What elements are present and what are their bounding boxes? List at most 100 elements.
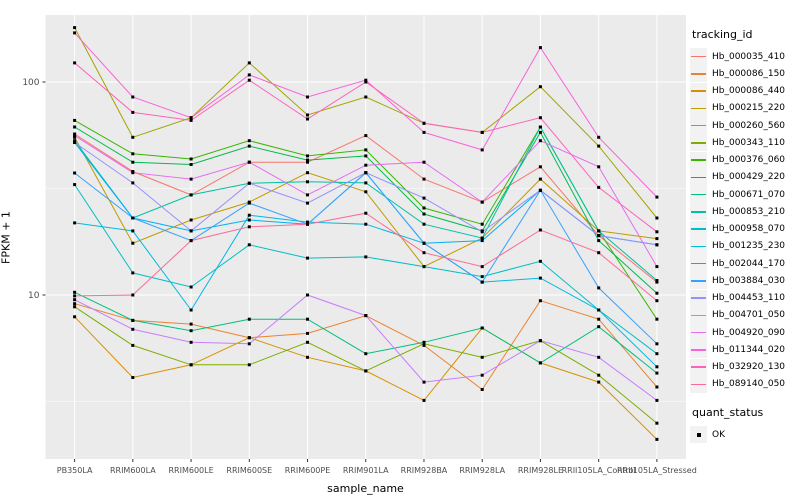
legend-item-Hb_000958_070: Hb_000958_070 bbox=[690, 220, 800, 238]
legend-item-label: Hb_000671_070 bbox=[712, 189, 786, 200]
legend-key-line bbox=[690, 306, 707, 324]
line-swatch-icon bbox=[691, 142, 706, 144]
legend-title-quant-status: quant_status bbox=[692, 406, 764, 419]
legend-item-Hb_089140_050: Hb_089140_050 bbox=[690, 375, 800, 393]
legend-item-Hb_003884_030: Hb_003884_030 bbox=[690, 272, 800, 290]
line-swatch-icon bbox=[691, 124, 706, 127]
legend-key-line bbox=[690, 134, 707, 152]
legend-item-Hb_000853_210: Hb_000853_210 bbox=[690, 203, 800, 221]
legend-item-label: Hb_000853_210 bbox=[712, 206, 786, 217]
legend-item-Hb_011344_020: Hb_011344_020 bbox=[690, 341, 800, 359]
legend-item-label: Hb_001235_230 bbox=[712, 241, 786, 252]
line-swatch-icon bbox=[691, 55, 706, 58]
legend-key-line bbox=[690, 358, 707, 376]
legend-item-label: Hb_000086_440 bbox=[712, 86, 786, 97]
legend-item-Hb_000086_440: Hb_000086_440 bbox=[690, 82, 800, 100]
axis-ticks bbox=[42, 81, 658, 462]
legend-item-label: Hb_011344_020 bbox=[712, 344, 786, 355]
line-swatch-icon bbox=[691, 245, 706, 248]
legend-item-ok: OK bbox=[690, 426, 800, 444]
legend-title-tracking-id: tracking_id bbox=[692, 28, 753, 41]
legend-item-label: Hb_000215_220 bbox=[712, 103, 786, 114]
line-swatch-icon bbox=[691, 228, 706, 230]
legend-key-line bbox=[690, 203, 707, 221]
svg-text:RRIM928BA: RRIM928BA bbox=[401, 466, 448, 475]
legend-item-label: OK bbox=[712, 429, 725, 440]
svg-text:RRII105LA_Control: RRII105LA_Control bbox=[562, 466, 636, 475]
svg-text:PB350LA: PB350LA bbox=[57, 466, 93, 475]
svg-text:RRIM600LA: RRIM600LA bbox=[110, 466, 156, 475]
legend-key-line bbox=[690, 82, 707, 100]
legend-item-Hb_000376_060: Hb_000376_060 bbox=[690, 151, 800, 169]
legend-item-label: Hb_000086_150 bbox=[712, 68, 786, 79]
legend-key-line bbox=[690, 255, 707, 273]
legend-item-Hb_004701_050: Hb_004701_050 bbox=[690, 306, 800, 324]
quant-status-legend: quant_status OK bbox=[690, 406, 800, 444]
legend-item-Hb_000035_410: Hb_000035_410 bbox=[690, 48, 800, 66]
legend-key-line bbox=[690, 151, 707, 169]
legend-item-label: Hb_000376_060 bbox=[712, 155, 786, 166]
line-swatch-icon bbox=[691, 349, 706, 351]
line-swatch-icon bbox=[691, 366, 706, 368]
legend-item-Hb_002044_170: Hb_002044_170 bbox=[690, 255, 800, 273]
black-square-icon bbox=[696, 432, 701, 437]
legend-item-label: Hb_089140_050 bbox=[712, 379, 786, 390]
legend-item-label: Hb_000429_220 bbox=[712, 172, 786, 183]
legend-key-line bbox=[690, 48, 707, 66]
legend-key-line bbox=[690, 341, 707, 359]
legend-key-line bbox=[690, 289, 707, 307]
line-swatch-icon bbox=[691, 383, 706, 386]
line-swatch-icon bbox=[691, 193, 706, 196]
legend-item-label: Hb_032920_130 bbox=[712, 362, 786, 373]
x-tick-labels: PB350LA RRIM600LA RRIM600LE RRIM600SE RRIM60… bbox=[57, 466, 697, 475]
legend-item-label: Hb_004920_090 bbox=[712, 327, 786, 338]
line-swatch-icon bbox=[691, 331, 706, 334]
svg-text:10: 10 bbox=[28, 291, 40, 301]
legend-key-line bbox=[690, 272, 707, 290]
legend-item-Hb_004453_110: Hb_004453_110 bbox=[690, 289, 800, 307]
black-square-key bbox=[690, 426, 707, 444]
svg-text:RRIM600SE: RRIM600SE bbox=[226, 466, 272, 475]
legend-key-line bbox=[690, 375, 707, 393]
legend-key-line bbox=[690, 117, 707, 135]
svg-text:RRIM600LE: RRIM600LE bbox=[168, 466, 213, 475]
legend-key-line bbox=[690, 99, 707, 117]
y-axis-title: FPKM + 1 bbox=[0, 211, 13, 264]
legend-item-label: Hb_000343_110 bbox=[712, 137, 786, 148]
line-swatch-icon bbox=[691, 262, 706, 265]
legend-item-Hb_032920_130: Hb_032920_130 bbox=[690, 358, 800, 376]
line-swatch-icon bbox=[691, 159, 706, 161]
legend-item-Hb_004920_090: Hb_004920_090 bbox=[690, 324, 800, 342]
legend-item-label: Hb_000260_560 bbox=[712, 120, 786, 131]
line-swatch-icon bbox=[691, 211, 706, 213]
svg-text:RRIM901LA: RRIM901LA bbox=[343, 466, 389, 475]
legend-item-Hb_000086_150: Hb_000086_150 bbox=[690, 65, 800, 83]
legend-item-Hb_001235_230: Hb_001235_230 bbox=[690, 237, 800, 255]
svg-text:RRIM928LA: RRIM928LA bbox=[459, 466, 505, 475]
legend-key-line bbox=[690, 186, 707, 204]
y-tick-labels: 100 10 bbox=[22, 78, 39, 301]
legend: tracking_id Hb_000035_410 Hb_000086_150 Hb… bbox=[690, 28, 800, 444]
legend-item-label: Hb_000958_070 bbox=[712, 224, 786, 235]
legend-item-Hb_000671_070: Hb_000671_070 bbox=[690, 186, 800, 204]
legend-items: Hb_000035_410 Hb_000086_150 Hb_000086_440 H… bbox=[690, 48, 800, 393]
line-swatch-icon bbox=[691, 176, 706, 179]
line-swatch-icon bbox=[691, 90, 706, 92]
legend-item-Hb_000429_220: Hb_000429_220 bbox=[690, 168, 800, 186]
legend-key-line bbox=[690, 324, 707, 342]
line-swatch-icon bbox=[691, 280, 706, 282]
line-swatch-icon bbox=[691, 297, 706, 299]
legend-item-Hb_000215_220: Hb_000215_220 bbox=[690, 99, 800, 117]
legend-key-line bbox=[690, 168, 707, 186]
svg-text:RRIM928LE: RRIM928LE bbox=[518, 466, 563, 475]
svg-text:RRII105LA_Stressed: RRII105LA_Stressed bbox=[617, 466, 697, 475]
svg-text:100: 100 bbox=[22, 78, 39, 88]
legend-item-label: Hb_004453_110 bbox=[712, 293, 786, 304]
point-markers bbox=[73, 26, 659, 441]
line-swatch-icon bbox=[691, 73, 706, 75]
legend-key-line bbox=[690, 65, 707, 83]
legend-key-line bbox=[690, 220, 707, 238]
legend-item-label: Hb_003884_030 bbox=[712, 275, 786, 286]
